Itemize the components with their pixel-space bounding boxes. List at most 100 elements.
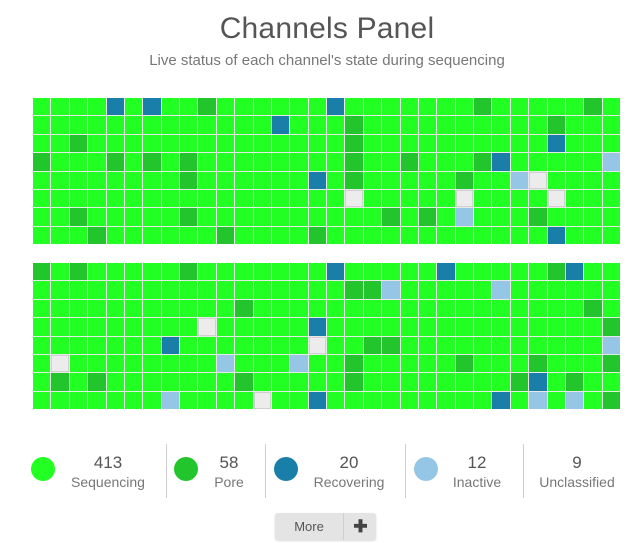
channel-cell-sequencing <box>106 208 124 226</box>
channel-cell-sequencing <box>216 373 235 391</box>
channel-cell-sequencing <box>33 171 51 189</box>
channel-cell-sequencing <box>216 391 235 409</box>
channel-cell-sequencing <box>161 281 179 299</box>
channel-cell-sequencing <box>290 171 308 189</box>
channel-cell-sequencing <box>253 373 271 391</box>
channel-cell-sequencing <box>69 116 88 134</box>
channel-cell-sequencing <box>455 263 473 281</box>
channel-cell-sequencing <box>271 318 290 336</box>
channel-cell-sequencing <box>492 171 510 189</box>
channel-cell-sequencing <box>584 373 602 391</box>
channel-cell-sequencing <box>345 299 363 318</box>
channel-cell-sequencing <box>51 116 69 134</box>
channel-cell-pore <box>510 373 529 391</box>
channel-cell-sequencing <box>290 226 308 244</box>
channel-cell-sequencing <box>474 281 492 299</box>
channel-cell-sequencing <box>33 336 51 354</box>
channel-cell-sequencing <box>216 189 235 208</box>
channel-cell-sequencing <box>198 153 216 171</box>
channel-cell-recovering <box>492 391 510 409</box>
channel-cell-sequencing <box>290 318 308 336</box>
channel-cell-sequencing <box>88 134 106 153</box>
channel-cell-pore <box>51 373 69 391</box>
channel-cell-sequencing <box>492 299 510 318</box>
channel-cell-sequencing <box>363 116 382 134</box>
channel-cell-inactive <box>290 354 308 373</box>
channel-cell-sequencing <box>418 98 437 116</box>
channel-cell-sequencing <box>216 299 235 318</box>
channel-cell-sequencing <box>510 391 529 409</box>
channel-cell-sequencing <box>216 98 235 116</box>
channel-cell-recovering <box>327 98 345 116</box>
channel-cell-pore <box>345 354 363 373</box>
more-button-label: More <box>294 519 324 534</box>
channel-cell-sequencing <box>529 189 547 208</box>
channel-cell-sequencing <box>602 263 620 281</box>
channel-cell-pore <box>180 208 198 226</box>
divider <box>265 444 266 498</box>
channel-cell-sequencing <box>382 98 400 116</box>
channel-cell-pore <box>345 373 363 391</box>
channel-cell-sequencing <box>271 336 290 354</box>
channel-cell-sequencing <box>400 391 418 409</box>
channel-cell-pore <box>33 263 51 281</box>
channel-cell-sequencing <box>143 171 161 189</box>
channel-cell-sequencing <box>124 226 143 244</box>
channel-cell-sequencing <box>124 373 143 391</box>
channel-cell-sequencing <box>418 189 437 208</box>
channel-cell-sequencing <box>33 299 51 318</box>
channel-cell-sequencing <box>33 373 51 391</box>
channel-cell-pore <box>308 226 326 244</box>
channel-cell-sequencing <box>51 226 69 244</box>
channel-cell-sequencing <box>382 116 400 134</box>
channel-cell-sequencing <box>124 208 143 226</box>
channel-cell-sequencing <box>492 263 510 281</box>
more-button[interactable]: More ✚ <box>275 513 376 540</box>
channel-cell-sequencing <box>124 354 143 373</box>
channel-cell-sequencing <box>529 153 547 171</box>
channel-cell-sequencing <box>529 299 547 318</box>
channel-cell-sequencing <box>235 391 253 409</box>
channel-cell-sequencing <box>363 263 382 281</box>
channel-cell-sequencing <box>308 98 326 116</box>
channel-cell-sequencing <box>437 134 455 153</box>
channel-cell-pore <box>69 208 88 226</box>
channel-cell-unclassified <box>547 189 565 208</box>
channel-cell-sequencing <box>88 208 106 226</box>
channel-cell-sequencing <box>106 391 124 409</box>
channel-cell-sequencing <box>69 336 88 354</box>
channel-cell-sequencing <box>510 226 529 244</box>
channel-cell-sequencing <box>327 318 345 336</box>
channel-cell-sequencing <box>382 391 400 409</box>
channel-cell-sequencing <box>437 116 455 134</box>
channel-cell-sequencing <box>565 153 584 171</box>
channel-cell-sequencing <box>474 263 492 281</box>
channel-cell-recovering <box>529 373 547 391</box>
channel-cell-sequencing <box>437 391 455 409</box>
channel-cell-sequencing <box>235 208 253 226</box>
channel-cell-sequencing <box>88 98 106 116</box>
channel-cell-sequencing <box>290 281 308 299</box>
channel-cell-pore <box>345 281 363 299</box>
channel-cell-sequencing <box>455 373 473 391</box>
channel-cell-sequencing <box>584 281 602 299</box>
legend-label: Pore <box>214 474 244 490</box>
plus-icon[interactable]: ✚ <box>343 513 377 540</box>
channel-cell-sequencing <box>602 226 620 244</box>
channel-cell-sequencing <box>216 171 235 189</box>
channel-cell-sequencing <box>510 189 529 208</box>
channel-cell-pore <box>382 336 400 354</box>
channel-cell-sequencing <box>69 373 88 391</box>
channel-cell-pore <box>565 373 584 391</box>
channel-cell-pore <box>180 171 198 189</box>
channel-cell-sequencing <box>235 281 253 299</box>
channel-cell-inactive <box>529 391 547 409</box>
channel-cell-sequencing <box>327 189 345 208</box>
channel-cell-sequencing <box>216 336 235 354</box>
channel-cell-sequencing <box>455 226 473 244</box>
channel-cell-sequencing <box>253 226 271 244</box>
channel-cell-sequencing <box>51 281 69 299</box>
channel-cell-sequencing <box>88 354 106 373</box>
channel-cell-sequencing <box>584 153 602 171</box>
channel-cell-sequencing <box>88 391 106 409</box>
